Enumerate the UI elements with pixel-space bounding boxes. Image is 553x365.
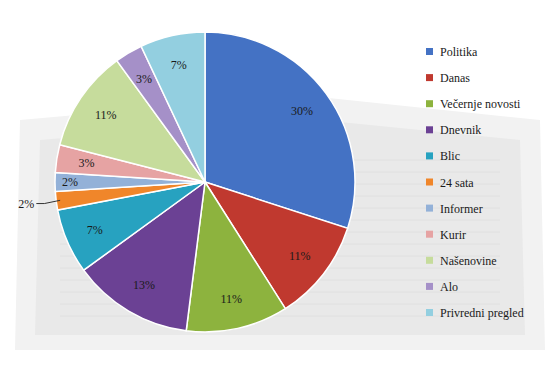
legend-label: Danas <box>440 71 470 85</box>
legend-swatch <box>426 48 433 55</box>
legend-label: Dnevnik <box>440 123 481 137</box>
data-labels: 30%11%11%13%7%2%2%3%11%3%7% <box>18 58 313 306</box>
legend-swatch <box>426 152 433 159</box>
legend-swatch <box>426 100 433 107</box>
data-label: 11% <box>95 108 117 122</box>
data-label: 11% <box>289 249 311 263</box>
slices <box>55 32 355 332</box>
legend-label: 24 sata <box>440 176 474 190</box>
data-label: 2% <box>18 197 34 211</box>
background-fill <box>0 0 553 365</box>
chart: 30%11%11%13%7%2%2%3%11%3%7%PolitikaDanas… <box>0 0 553 365</box>
data-label: 30% <box>291 104 313 118</box>
pie-slice <box>141 32 205 182</box>
legend-label: Informer <box>440 202 483 216</box>
legend: Politika Danas Večernje novosti Dnevnik Blic… <box>426 45 524 320</box>
background <box>0 0 553 365</box>
legend-label: Našenovine <box>440 254 497 268</box>
legend-label: Kurir <box>440 228 466 242</box>
data-label: 11% <box>220 292 242 306</box>
legend-swatch <box>426 309 433 316</box>
data-label: 3% <box>78 156 94 170</box>
data-label: 7% <box>87 223 103 237</box>
legend-swatch <box>426 231 433 238</box>
legend-label: Blic <box>440 149 460 163</box>
legend-label: Alo <box>440 280 458 294</box>
legend-swatch <box>426 74 433 81</box>
leader-line <box>36 200 60 203</box>
legend-swatch <box>426 205 433 212</box>
legend-label: Politika <box>440 45 478 59</box>
data-label: 2% <box>62 175 78 189</box>
data-label: 13% <box>133 278 155 292</box>
legend-label: Privredni pregled <box>440 306 524 320</box>
data-label: 3% <box>136 72 152 86</box>
legend-swatch <box>426 283 433 290</box>
background-line <box>60 316 500 317</box>
data-label: 7% <box>171 58 187 72</box>
legend-label: Večernje novosti <box>440 97 521 111</box>
legend-swatch <box>426 126 433 133</box>
legend-swatch <box>426 257 433 264</box>
legend-swatch <box>426 179 433 186</box>
